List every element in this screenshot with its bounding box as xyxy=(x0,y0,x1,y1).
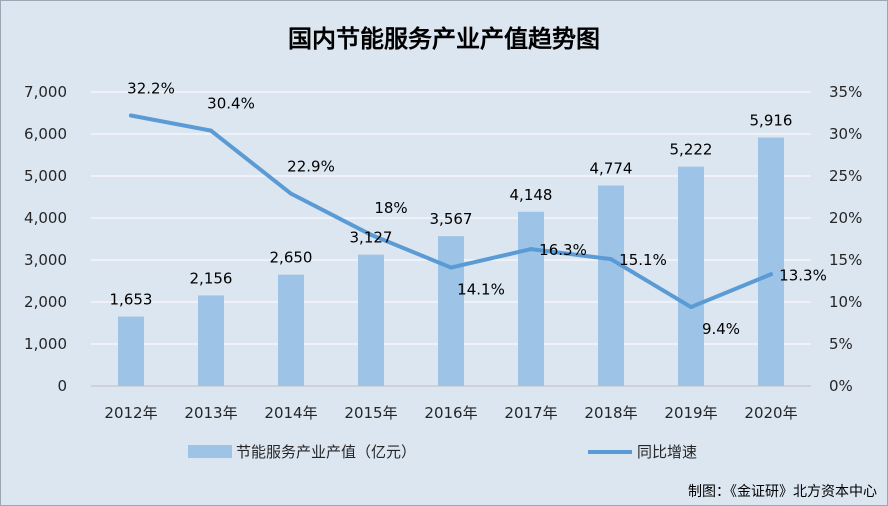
chart-title: 国内节能服务产业产值趋势图 xyxy=(288,25,600,53)
y-right-tick-label: 30% xyxy=(829,125,862,143)
y-left-tick-label: 4,000 xyxy=(24,209,67,227)
line-value-label: 9.4% xyxy=(702,320,740,338)
x-tick-label: 2017年 xyxy=(504,404,557,422)
y-left-tick-label: 2,000 xyxy=(24,293,67,311)
line-value-label: 16.3% xyxy=(539,241,587,259)
y-right-tick-label: 15% xyxy=(829,251,862,269)
y-left-tick-label: 1,000 xyxy=(24,335,67,353)
legend-label-bar: 节能服务产业产值（亿元） xyxy=(236,443,416,461)
bar-value-label: 3,127 xyxy=(350,229,393,247)
line-value-label: 22.9% xyxy=(287,158,335,176)
line-point xyxy=(609,257,613,262)
bar-value-label: 5,222 xyxy=(670,141,713,159)
line-value-label: 32.2% xyxy=(127,80,175,98)
source-note: 制图：《金证研》北方资本中心 xyxy=(688,484,877,500)
bar xyxy=(518,211,544,386)
legend: 节能服务产业产值（亿元） 同比增速 xyxy=(188,443,697,461)
bar-value-label: 2,156 xyxy=(190,269,233,287)
data-labels: 1,653 2,156 2,650 3,127 3,567 4,148 4,774 5,222… xyxy=(110,80,827,339)
bar xyxy=(678,166,704,386)
y-left-tick-label: 0 xyxy=(57,377,67,395)
y-right-tick-label: 0% xyxy=(829,377,853,395)
y-right-tick-label: 5% xyxy=(829,335,853,353)
bar xyxy=(438,236,464,386)
y-right-tick-label: 35% xyxy=(829,83,862,101)
x-tick-label: 2018年 xyxy=(584,404,637,422)
legend-swatch-bar xyxy=(188,445,232,458)
line-value-label: 30.4% xyxy=(207,95,255,113)
line-series xyxy=(129,113,773,310)
line-point xyxy=(449,265,453,270)
bar xyxy=(118,316,144,386)
bar xyxy=(358,254,384,386)
x-tick-label: 2020年 xyxy=(744,404,797,422)
line-point xyxy=(209,128,213,133)
line-point xyxy=(369,232,373,237)
y-right-tick-label: 20% xyxy=(829,209,862,227)
x-tick-label: 2015年 xyxy=(344,404,397,422)
bar xyxy=(598,185,624,386)
line-point xyxy=(769,272,773,277)
bar-value-label: 2,650 xyxy=(270,249,313,267)
line-value-label: 14.1% xyxy=(457,281,505,299)
bar-value-label: 5,916 xyxy=(750,112,793,130)
bar xyxy=(758,137,784,386)
line-value-label: 13.3% xyxy=(779,266,827,284)
line-point xyxy=(129,113,133,118)
line-value-label: 18% xyxy=(374,199,407,217)
bar xyxy=(198,295,224,386)
y-right-tick-label: 10% xyxy=(829,293,862,311)
line-point xyxy=(289,191,293,196)
bar-value-label: 4,148 xyxy=(510,186,553,204)
bar-value-label: 4,774 xyxy=(590,159,633,177)
y-right-tick-label: 25% xyxy=(829,167,862,185)
y-left-tick-label: 7,000 xyxy=(24,83,67,101)
x-tick-label: 2013年 xyxy=(184,404,237,422)
y-left-tick-label: 3,000 xyxy=(24,251,67,269)
x-tick-label: 2012年 xyxy=(104,404,157,422)
bar-value-label: 1,653 xyxy=(110,291,153,309)
x-tick-label: 2016年 xyxy=(424,404,477,422)
axes: 0 1,000 2,000 3,000 4,000 5,000 6,000 7,000 0% 5%… xyxy=(24,83,862,422)
x-tick-label: 2014年 xyxy=(264,404,317,422)
bar-value-label: 3,567 xyxy=(430,210,473,228)
y-left-tick-label: 6,000 xyxy=(24,125,67,143)
bar xyxy=(278,274,304,386)
line-point xyxy=(689,305,693,310)
line-value-label: 15.1% xyxy=(619,251,667,269)
legend-label-line: 同比增速 xyxy=(637,443,697,461)
x-tick-label: 2019年 xyxy=(664,404,717,422)
bar-series xyxy=(118,137,784,386)
line-point xyxy=(529,247,533,252)
y-left-tick-label: 5,000 xyxy=(24,167,67,185)
